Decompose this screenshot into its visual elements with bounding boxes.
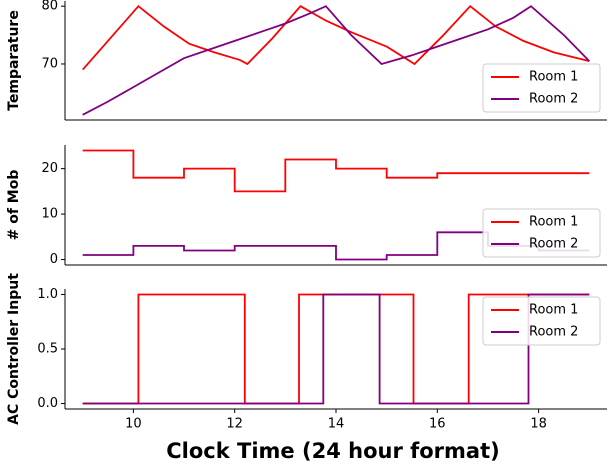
- y-tick-label: 0.5: [37, 342, 58, 357]
- x-tick-label: 18: [530, 417, 547, 432]
- legend-label: Room 1: [529, 303, 578, 318]
- y-tick-label: 0.0: [37, 396, 58, 411]
- x-tick-label: 10: [125, 417, 142, 432]
- y-axis-label: Temparature: [6, 10, 22, 111]
- y-tick-label: 70: [41, 56, 58, 71]
- legend-label: Room 2: [529, 237, 578, 252]
- y-axis-label: # of Mob: [6, 170, 22, 241]
- legend-label: Room 2: [529, 325, 578, 340]
- series-line: [82, 149, 590, 193]
- x-axis-label: Clock Time (24 hour format): [166, 439, 499, 463]
- series-line: [82, 293, 590, 405]
- x-tick-label: 12: [226, 417, 243, 432]
- legend-label: Room 1: [529, 215, 578, 230]
- y-tick-label: 20: [41, 161, 58, 176]
- legend-label: Room 1: [529, 70, 578, 85]
- y-tick-label: 0: [50, 252, 58, 267]
- y-tick-label: 80: [41, 0, 58, 14]
- x-tick-label: 14: [328, 417, 345, 432]
- series-line: [82, 5, 590, 116]
- y-axis-label: AC Controller Input: [6, 273, 22, 425]
- y-tick-label: 1.0: [37, 287, 58, 302]
- legend-label: Room 2: [529, 92, 578, 107]
- x-tick-label: 16: [429, 417, 446, 432]
- series-line: [82, 4, 590, 71]
- y-tick-label: 10: [41, 207, 58, 222]
